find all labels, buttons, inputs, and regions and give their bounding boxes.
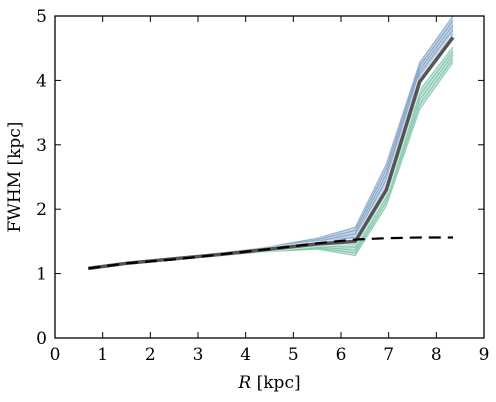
y-tick-label: 5 bbox=[36, 7, 47, 27]
x-axis-label: R [kpc] bbox=[237, 373, 300, 393]
y-tick-label: 0 bbox=[36, 329, 47, 349]
tick-labels-layer: 0 1 2 3 4 5 6 7 8 9 0 1 2 3 4 5 bbox=[36, 7, 489, 365]
x-tick-label: 0 bbox=[50, 345, 61, 365]
median-line bbox=[88, 36, 455, 271]
y-tick-label: 4 bbox=[36, 71, 47, 91]
x-tick-label: 6 bbox=[336, 345, 347, 365]
x-tick-label: 5 bbox=[288, 345, 299, 365]
x-tick-label: 3 bbox=[193, 345, 204, 365]
reference-dashed-line bbox=[88, 236, 453, 270]
y-tick-label: 3 bbox=[36, 136, 47, 156]
plot-frame bbox=[54, 15, 485, 339]
lines-layer bbox=[88, 35, 456, 272]
ticks-layer bbox=[54, 15, 485, 339]
y-tick-label: 2 bbox=[36, 200, 47, 220]
x-tick-label: 9 bbox=[479, 345, 490, 365]
x-axis-label-unit: [kpc] bbox=[251, 373, 300, 393]
x-tick-label: 1 bbox=[97, 345, 108, 365]
y-axis-label: FWHM [kpc] bbox=[5, 122, 25, 233]
y-tick-label: 1 bbox=[36, 265, 47, 285]
x-axis-label-symbol: R bbox=[237, 373, 251, 393]
x-tick-label: 8 bbox=[431, 345, 442, 365]
x-tick-label: 7 bbox=[383, 345, 394, 365]
x-tick-label: 4 bbox=[240, 345, 251, 365]
x-tick-label: 2 bbox=[145, 345, 156, 365]
